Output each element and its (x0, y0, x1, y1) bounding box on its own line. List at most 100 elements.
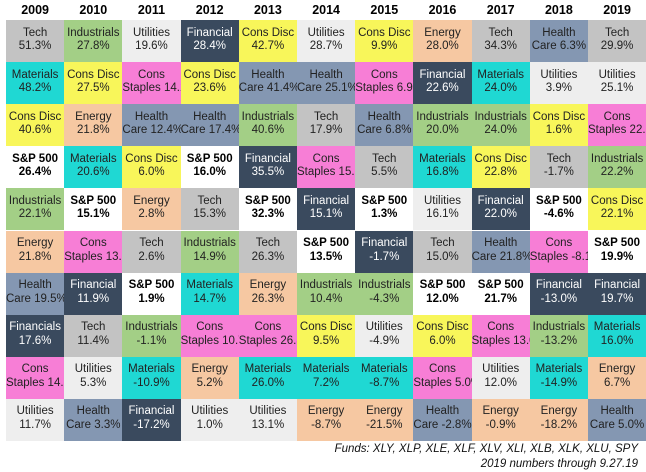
cell-value: 6.0% (429, 334, 456, 347)
cell-value: Staples 14.3% (6, 376, 64, 389)
cell-2015-cons-disc: Cons Disc 9.9% (355, 20, 414, 63)
cell-sector-label: Health (251, 68, 285, 81)
cell-sector-label: Energy (249, 279, 287, 292)
cell-2010-cons-disc: Cons Disc 27.5% (64, 62, 123, 105)
cell-value: -13.0% (540, 292, 578, 305)
cell-2013-health-care: Health Care 41.4% (238, 62, 297, 105)
cell-sector-label: Industrials (125, 321, 178, 334)
cell-2019-energy: Energy 6.7% (588, 356, 646, 399)
cell-value: -8.7% (311, 418, 342, 431)
cell-value: 15.1% (309, 208, 343, 221)
cell-value: Care 3.3% (66, 418, 121, 431)
cell-value: Staples 15.7% (297, 166, 355, 179)
cell-2018-health-care: Health Care 6.3% (529, 20, 588, 63)
cell-2009-industrials: Industrials 22.1% (6, 188, 65, 231)
cell-2016-financial: Financial 22.6% (413, 62, 472, 105)
cell-sector-label: Health (600, 405, 634, 418)
cell-sector-label: Tech (604, 26, 630, 39)
cell-value: 1.9% (138, 292, 165, 305)
cell-sector-label: S&P 500 (303, 237, 349, 250)
cell-value: 16.0% (600, 334, 634, 347)
cell-sector-label: Energy (598, 363, 636, 376)
cell-sector-label: Tech (255, 237, 281, 250)
cell-value: 13.1% (251, 418, 285, 431)
cell-value: 20.0% (426, 124, 459, 137)
cell-2011-energy: Energy 2.8% (122, 188, 181, 231)
cell-2016-health-care: Health Care -2.8% (413, 398, 472, 441)
cell-sector-label: Materials (186, 279, 234, 292)
cell-value: 26.3% (251, 292, 285, 305)
cell-2015-tech: Tech 5.5% (355, 146, 414, 189)
cell-value: -17.2% (133, 418, 170, 431)
year-header-2019: 2019 (603, 3, 631, 17)
cell-2017-materials: Materials 24.0% (471, 62, 530, 105)
cell-sector-label: S&P 500 (70, 194, 117, 207)
cell-sector-label: Tech (313, 110, 339, 123)
cell-value: 22.1% (18, 208, 52, 221)
cell-value: 14.9% (193, 250, 226, 263)
cell-value: Care 12.4% (122, 124, 181, 137)
cell-2014-cons-disc: Cons Disc 9.5% (297, 314, 356, 357)
cell-sector-label: Energy (540, 405, 578, 418)
cell-value: -1.7% (369, 250, 400, 263)
cell-sector-label: Energy (75, 110, 112, 123)
cell-2010-health-care: Health Care 3.3% (64, 398, 123, 441)
cell-2018-utilities: Utilities 3.9% (529, 62, 588, 105)
cell-value: 25.1% (600, 82, 634, 95)
cell-value: 16.0% (193, 166, 226, 179)
year-header-2011: 2011 (137, 3, 166, 17)
cell-value: Care 25.1% (297, 82, 356, 95)
cell-2013-energy: Energy 26.3% (238, 272, 297, 315)
cell-value: 34.3% (484, 40, 517, 53)
cell-2013-cons-disc: Cons Disc 42.7% (238, 20, 297, 63)
cell-value: 6.7% (603, 376, 631, 389)
cell-2014-tech: Tech 17.9% (297, 104, 356, 147)
cell-2010-energy: Energy 21.8% (64, 104, 123, 147)
cell-value: Care 5.0% (589, 418, 645, 431)
cell-2012-cons-disc: Cons Disc 23.6% (180, 62, 239, 105)
cell-sector-label: Materials (419, 152, 466, 165)
cell-sector-label: Materials (69, 152, 117, 165)
cell-sector-label: Industrials (590, 152, 644, 165)
cell-sector-label: Industrials (299, 279, 353, 292)
cell-value: 2.6% (138, 250, 165, 263)
cell-2009-health-care: Health Care 19.5% (6, 272, 65, 315)
cell-2014-financial: Financial 15.1% (297, 188, 356, 231)
cell-sector-label: Industrials (474, 110, 527, 123)
cell-value: 20.6% (76, 166, 110, 179)
cell-value: 15.1% (76, 208, 110, 221)
cell-value: 14.7% (193, 292, 226, 305)
cell-2012-utilities: Utilities 1.0% (180, 398, 239, 441)
cell-value: -4.3% (369, 292, 400, 305)
cell-sector-label: Materials (244, 363, 292, 376)
cell-value: 5.2% (196, 376, 223, 389)
cell-2013-tech: Tech 26.3% (238, 230, 297, 273)
cell-value: 1.0% (196, 418, 223, 431)
cell-sector-label: Cons (138, 68, 165, 81)
cell-sector-label: Financial (303, 194, 350, 207)
cell-sector-label: Materials (593, 321, 641, 334)
cell-sector-label: Utilities (74, 363, 112, 376)
cell-value: 28.0% (426, 40, 459, 53)
cell-2011-cons-disc: Cons Disc 6.0% (122, 146, 181, 189)
cell-sector-label: Financial (477, 194, 524, 207)
cell-2017-industrials: Industrials 24.0% (471, 104, 530, 147)
cell-2019-financial: Financial 19.7% (588, 272, 646, 315)
cell-2015-utilities: Utilities -4.9% (355, 314, 414, 357)
year-header-2010: 2010 (79, 3, 108, 17)
cell-2009-materials: Materials 48.2% (6, 62, 65, 105)
cell-2015-financial: Financial -1.7% (355, 230, 414, 273)
cell-sector-label: Tech (430, 237, 455, 250)
cell-2017-financial: Financial 22.0% (471, 188, 530, 231)
year-header-2012: 2012 (195, 3, 224, 17)
cell-value: Staples 13.0% (471, 334, 530, 347)
cell-sector-label: Tech (81, 321, 106, 334)
cell-value: 40.6% (18, 124, 52, 137)
cell-sector-label: Energy (366, 405, 403, 418)
cell-value: 17.6% (18, 334, 52, 347)
cell-sector-label: Cons Disc (299, 321, 353, 334)
cell-2014-health-care: Health Care 25.1% (297, 62, 356, 105)
